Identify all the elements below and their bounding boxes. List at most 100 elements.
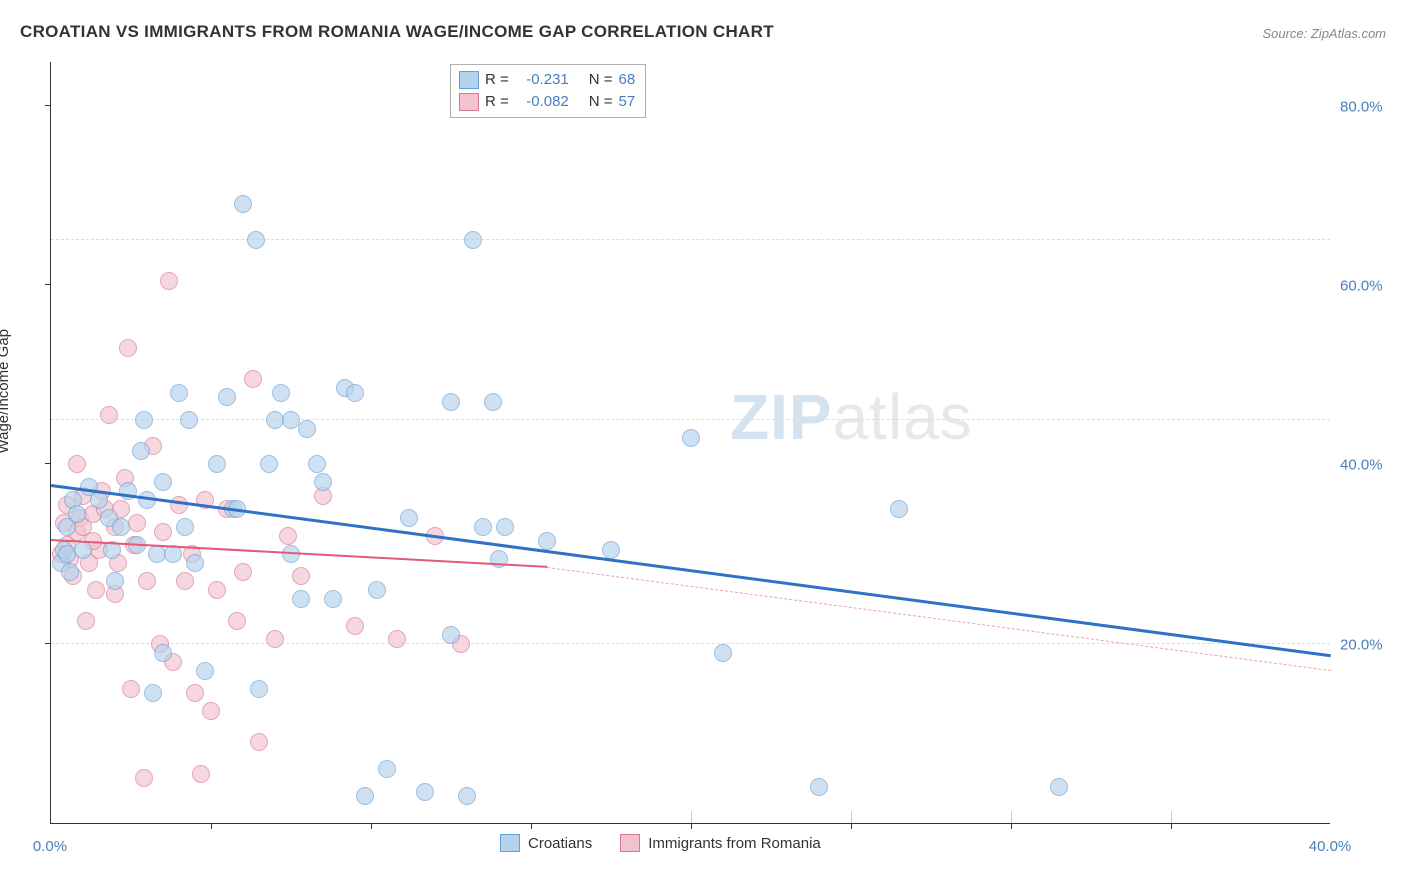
scatter-point: [292, 590, 310, 608]
scatter-point: [464, 231, 482, 249]
scatter-point: [714, 644, 732, 662]
scatter-point: [442, 626, 460, 644]
gridline-h: [51, 419, 1330, 420]
legend-row-romania: R = -0.082 N = 57: [459, 91, 635, 113]
scatter-point: [68, 455, 86, 473]
scatter-point: [112, 518, 130, 536]
scatter-point: [218, 388, 236, 406]
scatter-point: [180, 411, 198, 429]
x-tick-label: 0.0%: [33, 838, 67, 855]
scatter-point: [100, 406, 118, 424]
scatter-point: [244, 370, 262, 388]
gridline-h: [51, 643, 1330, 644]
x-tick: [371, 823, 372, 829]
r-value-2: -0.082: [515, 91, 569, 113]
x-tick: [691, 811, 692, 823]
scatter-point: [196, 662, 214, 680]
scatter-point: [228, 612, 246, 630]
trend-line: [547, 567, 1331, 671]
scatter-point: [68, 505, 86, 523]
scatter-point: [247, 231, 265, 249]
scatter-point: [324, 590, 342, 608]
scatter-point: [154, 523, 172, 541]
scatter-point: [496, 518, 514, 536]
scatter-point: [890, 500, 908, 518]
scatter-point: [308, 455, 326, 473]
scatter-point: [314, 473, 332, 491]
scatter-point: [279, 527, 297, 545]
scatter-point: [682, 429, 700, 447]
x-tick: [1171, 823, 1172, 829]
scatter-point: [135, 769, 153, 787]
scatter-point: [122, 680, 140, 698]
scatter-point: [388, 630, 406, 648]
correlation-legend: R = -0.231 N = 68 R = -0.082 N = 57: [450, 64, 646, 118]
x-tick: [1171, 811, 1172, 823]
scatter-point: [106, 572, 124, 590]
y-tick: [45, 463, 51, 464]
scatter-point: [810, 778, 828, 796]
y-tick-label: 20.0%: [1340, 636, 1383, 653]
scatter-point: [346, 617, 364, 635]
scatter-point: [368, 581, 386, 599]
scatter-point: [292, 567, 310, 585]
scatter-point: [87, 581, 105, 599]
y-tick-label: 60.0%: [1340, 278, 1383, 295]
scatter-point: [272, 384, 290, 402]
scatter-point: [400, 509, 418, 527]
y-tick: [45, 284, 51, 285]
scatter-point: [346, 384, 364, 402]
scatter-point: [208, 455, 226, 473]
scatter-point: [132, 442, 150, 460]
scatter-point: [202, 702, 220, 720]
scatter-point: [138, 572, 156, 590]
swatch-romania: [620, 834, 640, 852]
scatter-point: [61, 563, 79, 581]
y-tick: [45, 105, 51, 106]
y-tick: [45, 643, 51, 644]
scatter-point: [135, 411, 153, 429]
scatter-point: [119, 339, 137, 357]
scatter-point: [1050, 778, 1068, 796]
scatter-point: [160, 272, 178, 290]
gridline-h: [51, 239, 1330, 240]
scatter-point: [234, 563, 252, 581]
scatter-point: [176, 518, 194, 536]
source-attribution: Source: ZipAtlas.com: [1262, 26, 1386, 41]
x-tick: [1011, 823, 1012, 829]
scatter-point: [378, 760, 396, 778]
x-tick: [851, 823, 852, 829]
scatter-point: [458, 787, 476, 805]
scatter-point: [176, 572, 194, 590]
scatter-point: [474, 518, 492, 536]
x-tick-label: 40.0%: [1309, 838, 1352, 855]
y-tick-label: 40.0%: [1340, 457, 1383, 474]
scatter-point: [298, 420, 316, 438]
scatter-point: [356, 787, 374, 805]
scatter-point: [602, 541, 620, 559]
scatter-point: [442, 393, 460, 411]
plot-area: [50, 62, 1330, 824]
series-legend: Croatians Immigrants from Romania: [500, 834, 821, 852]
y-axis-title: Wage/Income Gap: [0, 329, 12, 454]
scatter-point: [484, 393, 502, 411]
scatter-point: [538, 532, 556, 550]
scatter-point: [208, 581, 226, 599]
swatch-croatians: [500, 834, 520, 852]
legend-row-croatians: R = -0.231 N = 68: [459, 69, 635, 91]
swatch-croatians: [459, 71, 479, 89]
n-value-2: 57: [619, 91, 636, 113]
scatter-point: [250, 680, 268, 698]
x-tick: [691, 823, 692, 829]
legend-label-1: Croatians: [528, 835, 592, 852]
scatter-point: [186, 554, 204, 572]
x-tick: [531, 823, 532, 829]
scatter-point: [154, 473, 172, 491]
scatter-point: [186, 684, 204, 702]
scatter-point: [234, 195, 252, 213]
chart-title: CROATIAN VS IMMIGRANTS FROM ROMANIA WAGE…: [20, 22, 774, 42]
scatter-point: [250, 733, 268, 751]
legend-label-2: Immigrants from Romania: [648, 835, 821, 852]
scatter-point: [192, 765, 210, 783]
scatter-point: [266, 630, 284, 648]
